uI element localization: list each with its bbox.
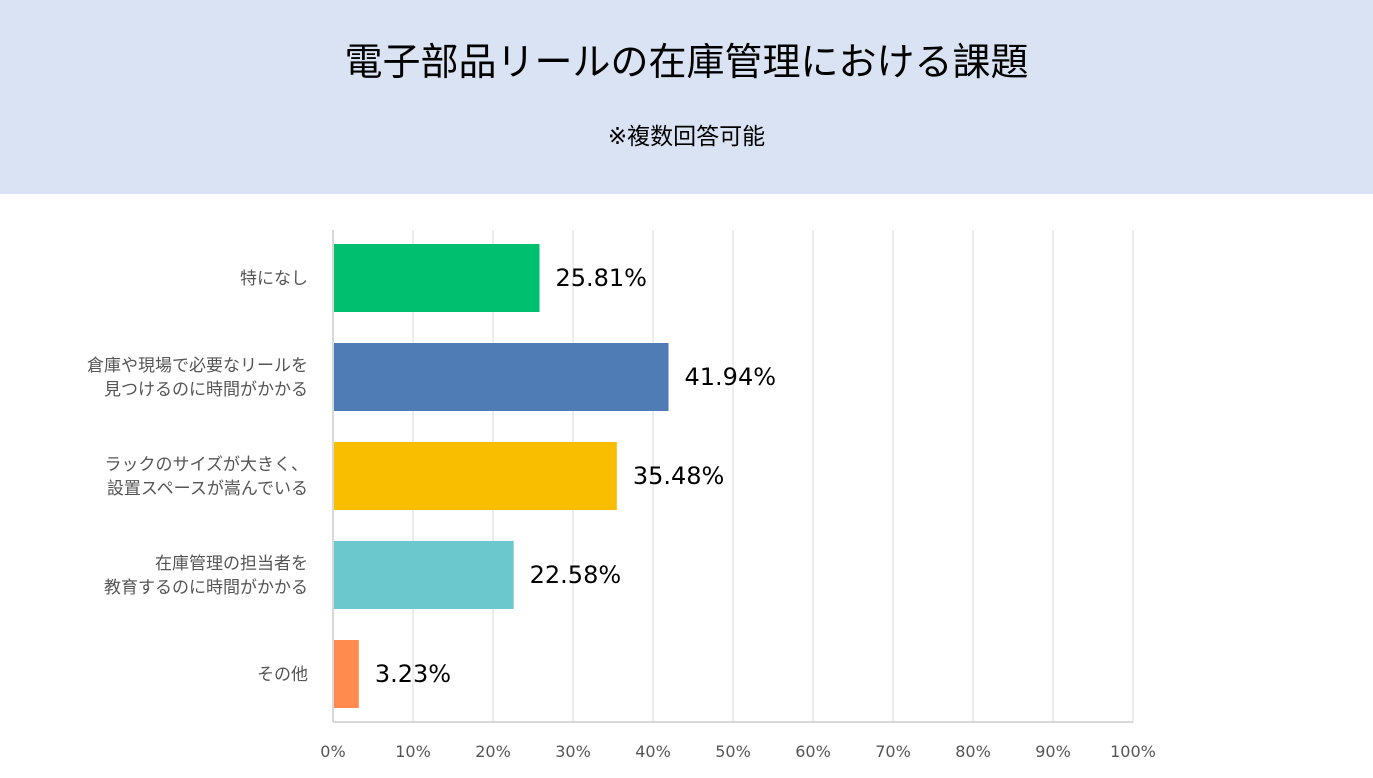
x-tick-label: 40% <box>635 742 671 761</box>
category-label: 倉庫や現場で必要なリールを見つけるのに時間がかかる <box>87 356 308 400</box>
x-tick-label: 50% <box>715 742 751 761</box>
category-label: ラックのサイズが大きく、設置スペースが嵩んでいる <box>105 455 309 499</box>
x-tick-label: 60% <box>795 742 831 761</box>
data-label: 25.81% <box>555 264 647 292</box>
bar <box>334 541 514 609</box>
category-label: その他 <box>257 665 308 685</box>
data-label: 22.58% <box>530 561 622 589</box>
x-tick-label: 90% <box>1035 742 1071 761</box>
x-tick-label: 20% <box>475 742 511 761</box>
x-tick-label: 10% <box>395 742 431 761</box>
category-label: 特になし <box>240 269 308 289</box>
chart-subtitle: ※複数回答可能 <box>607 124 766 150</box>
bar <box>334 640 359 708</box>
x-tick-label: 80% <box>955 742 991 761</box>
data-label: 35.48% <box>633 462 725 490</box>
chart-title: 電子部品リールの在庫管理における課題 <box>344 40 1029 84</box>
header-band: 電子部品リールの在庫管理における課題 ※複数回答可能 <box>0 0 1373 194</box>
category-label: 在庫管理の担当者を教育するのに時間がかかる <box>104 554 308 598</box>
bar <box>334 343 669 411</box>
data-label: 3.23% <box>375 660 451 688</box>
data-label: 41.94% <box>685 363 777 391</box>
x-tick-label: 70% <box>875 742 911 761</box>
bar <box>334 442 617 510</box>
bar <box>334 244 540 312</box>
x-tick-label: 0% <box>320 742 345 761</box>
x-tick-label: 100% <box>1110 742 1156 761</box>
x-tick-label: 30% <box>555 742 591 761</box>
